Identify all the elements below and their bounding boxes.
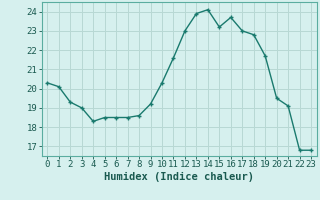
X-axis label: Humidex (Indice chaleur): Humidex (Indice chaleur) <box>104 172 254 182</box>
